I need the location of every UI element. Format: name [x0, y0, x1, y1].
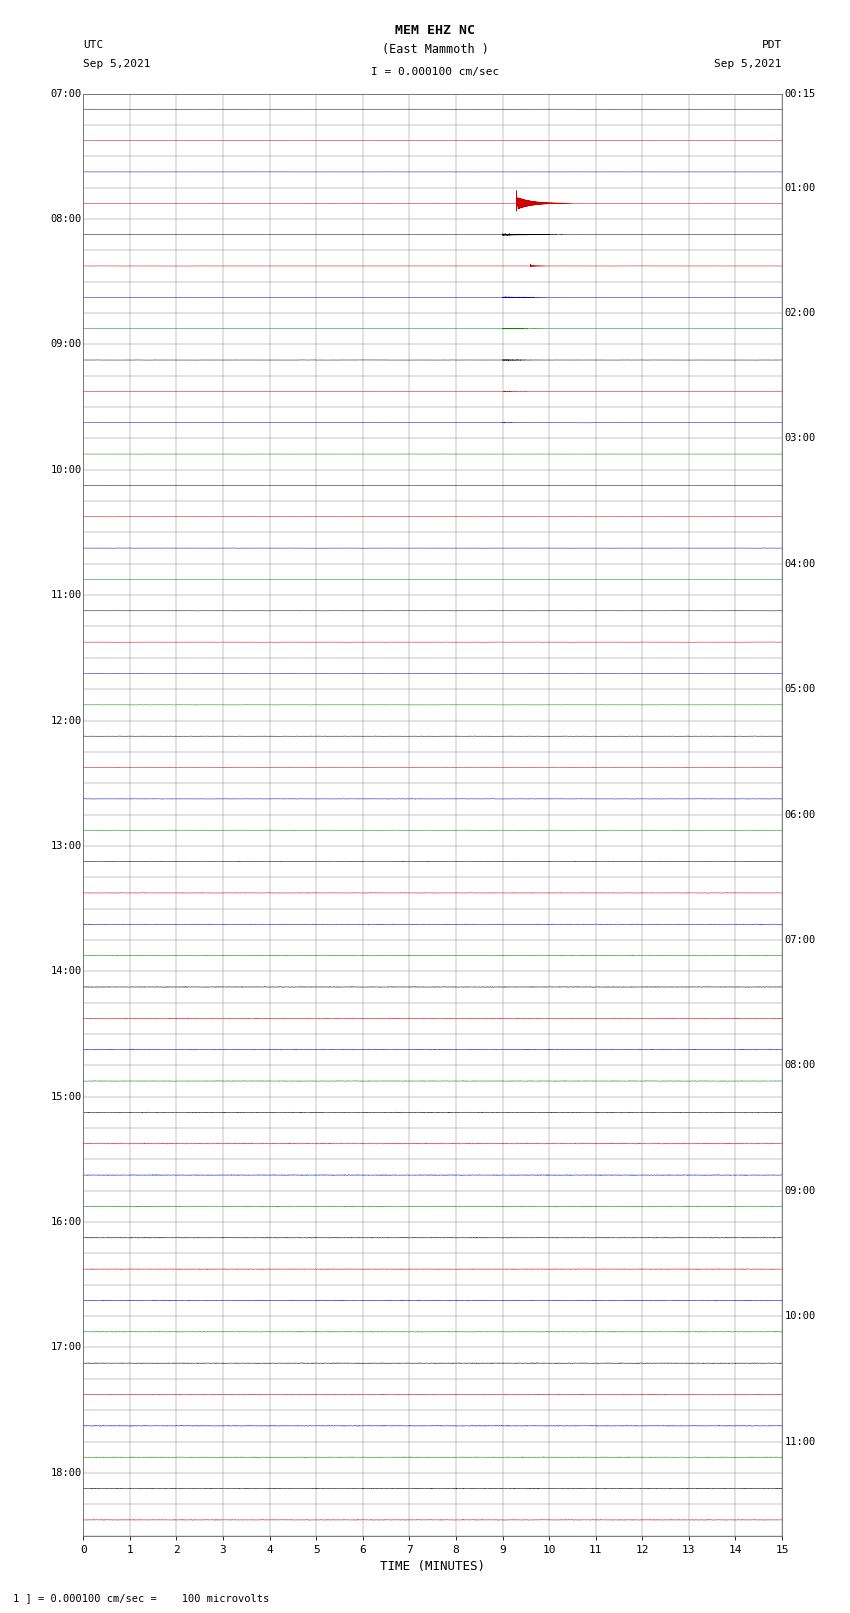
Text: 01:00: 01:00	[785, 182, 816, 192]
Text: 07:00: 07:00	[785, 936, 816, 945]
Text: 1 ] = 0.000100 cm/sec =    100 microvolts: 1 ] = 0.000100 cm/sec = 100 microvolts	[13, 1594, 269, 1603]
Text: 15:00: 15:00	[50, 1092, 82, 1102]
Text: 18:00: 18:00	[50, 1468, 82, 1478]
Text: 14:00: 14:00	[50, 966, 82, 976]
Text: Sep 5,2021: Sep 5,2021	[715, 60, 782, 69]
Text: UTC: UTC	[83, 40, 104, 50]
Text: MEM EHZ NC: MEM EHZ NC	[395, 24, 475, 37]
Text: Sep 5,2021: Sep 5,2021	[83, 60, 150, 69]
Text: 05:00: 05:00	[785, 684, 816, 694]
Text: 03:00: 03:00	[785, 434, 816, 444]
Text: 02:00: 02:00	[785, 308, 816, 318]
Text: (East Mammoth ): (East Mammoth )	[382, 44, 489, 56]
Text: 04:00: 04:00	[785, 558, 816, 569]
Text: 09:00: 09:00	[785, 1186, 816, 1195]
Text: 07:00: 07:00	[50, 89, 82, 98]
Text: 17:00: 17:00	[50, 1342, 82, 1352]
X-axis label: TIME (MINUTES): TIME (MINUTES)	[380, 1560, 485, 1573]
Text: 08:00: 08:00	[785, 1060, 816, 1071]
Text: PDT: PDT	[762, 40, 782, 50]
Text: 06:00: 06:00	[785, 810, 816, 819]
Text: 12:00: 12:00	[50, 716, 82, 726]
Text: 00:15: 00:15	[785, 89, 816, 98]
Text: 13:00: 13:00	[50, 840, 82, 852]
Text: 11:00: 11:00	[50, 590, 82, 600]
Text: 08:00: 08:00	[50, 215, 82, 224]
Text: 11:00: 11:00	[785, 1437, 816, 1447]
Text: 09:00: 09:00	[50, 339, 82, 350]
Text: 10:00: 10:00	[785, 1311, 816, 1321]
Text: 10:00: 10:00	[50, 465, 82, 474]
Text: I = 0.000100 cm/sec: I = 0.000100 cm/sec	[371, 68, 499, 77]
Text: 16:00: 16:00	[50, 1218, 82, 1227]
